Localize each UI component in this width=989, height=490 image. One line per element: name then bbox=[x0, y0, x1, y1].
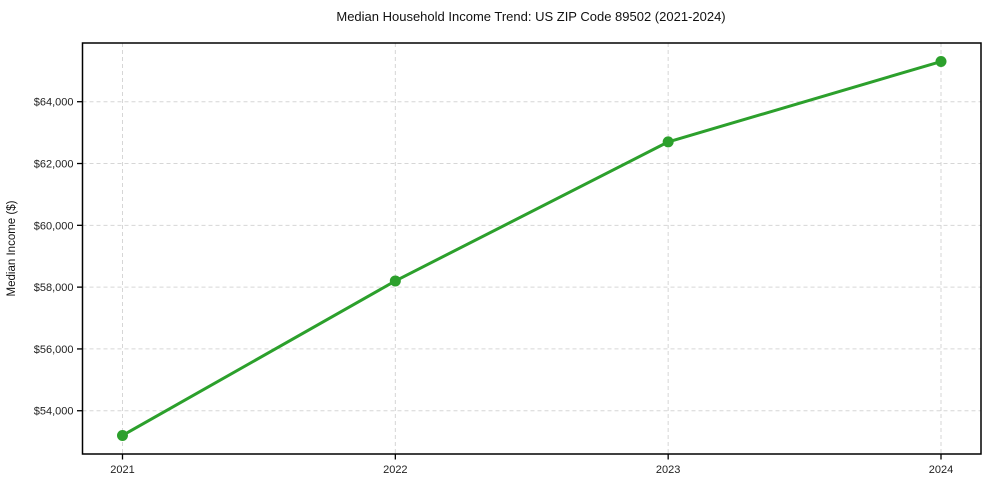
y-tick-label: $60,000 bbox=[34, 220, 74, 232]
plot-border bbox=[81, 42, 982, 455]
x-tick-label: 2023 bbox=[656, 464, 680, 476]
data-point-2022 bbox=[389, 275, 401, 287]
data-point-2023 bbox=[662, 136, 674, 148]
y-tick-label: $58,000 bbox=[34, 282, 74, 294]
x-tick-label: 2022 bbox=[383, 464, 407, 476]
chart-title: Median Household Income Trend: US ZIP Co… bbox=[336, 9, 725, 24]
x-tick-label: 2024 bbox=[929, 464, 953, 476]
trend-line bbox=[121, 60, 943, 437]
y-tick-label: $64,000 bbox=[34, 97, 74, 109]
y-tick-label: $54,000 bbox=[34, 406, 74, 418]
data-series bbox=[117, 56, 947, 441]
axis-ticks: $54,000 $56,000 $58,000 $60,000 $62,000 $64,0… bbox=[34, 97, 954, 476]
y-tick-label: $62,000 bbox=[34, 159, 74, 171]
y-tick-label: $56,000 bbox=[34, 344, 74, 356]
gridlines bbox=[82, 43, 981, 454]
data-point-2021 bbox=[117, 429, 128, 441]
x-tick-label: 2021 bbox=[110, 464, 134, 476]
data-point-2024 bbox=[935, 56, 947, 68]
y-axis-label: Median Income ($) bbox=[6, 200, 18, 296]
